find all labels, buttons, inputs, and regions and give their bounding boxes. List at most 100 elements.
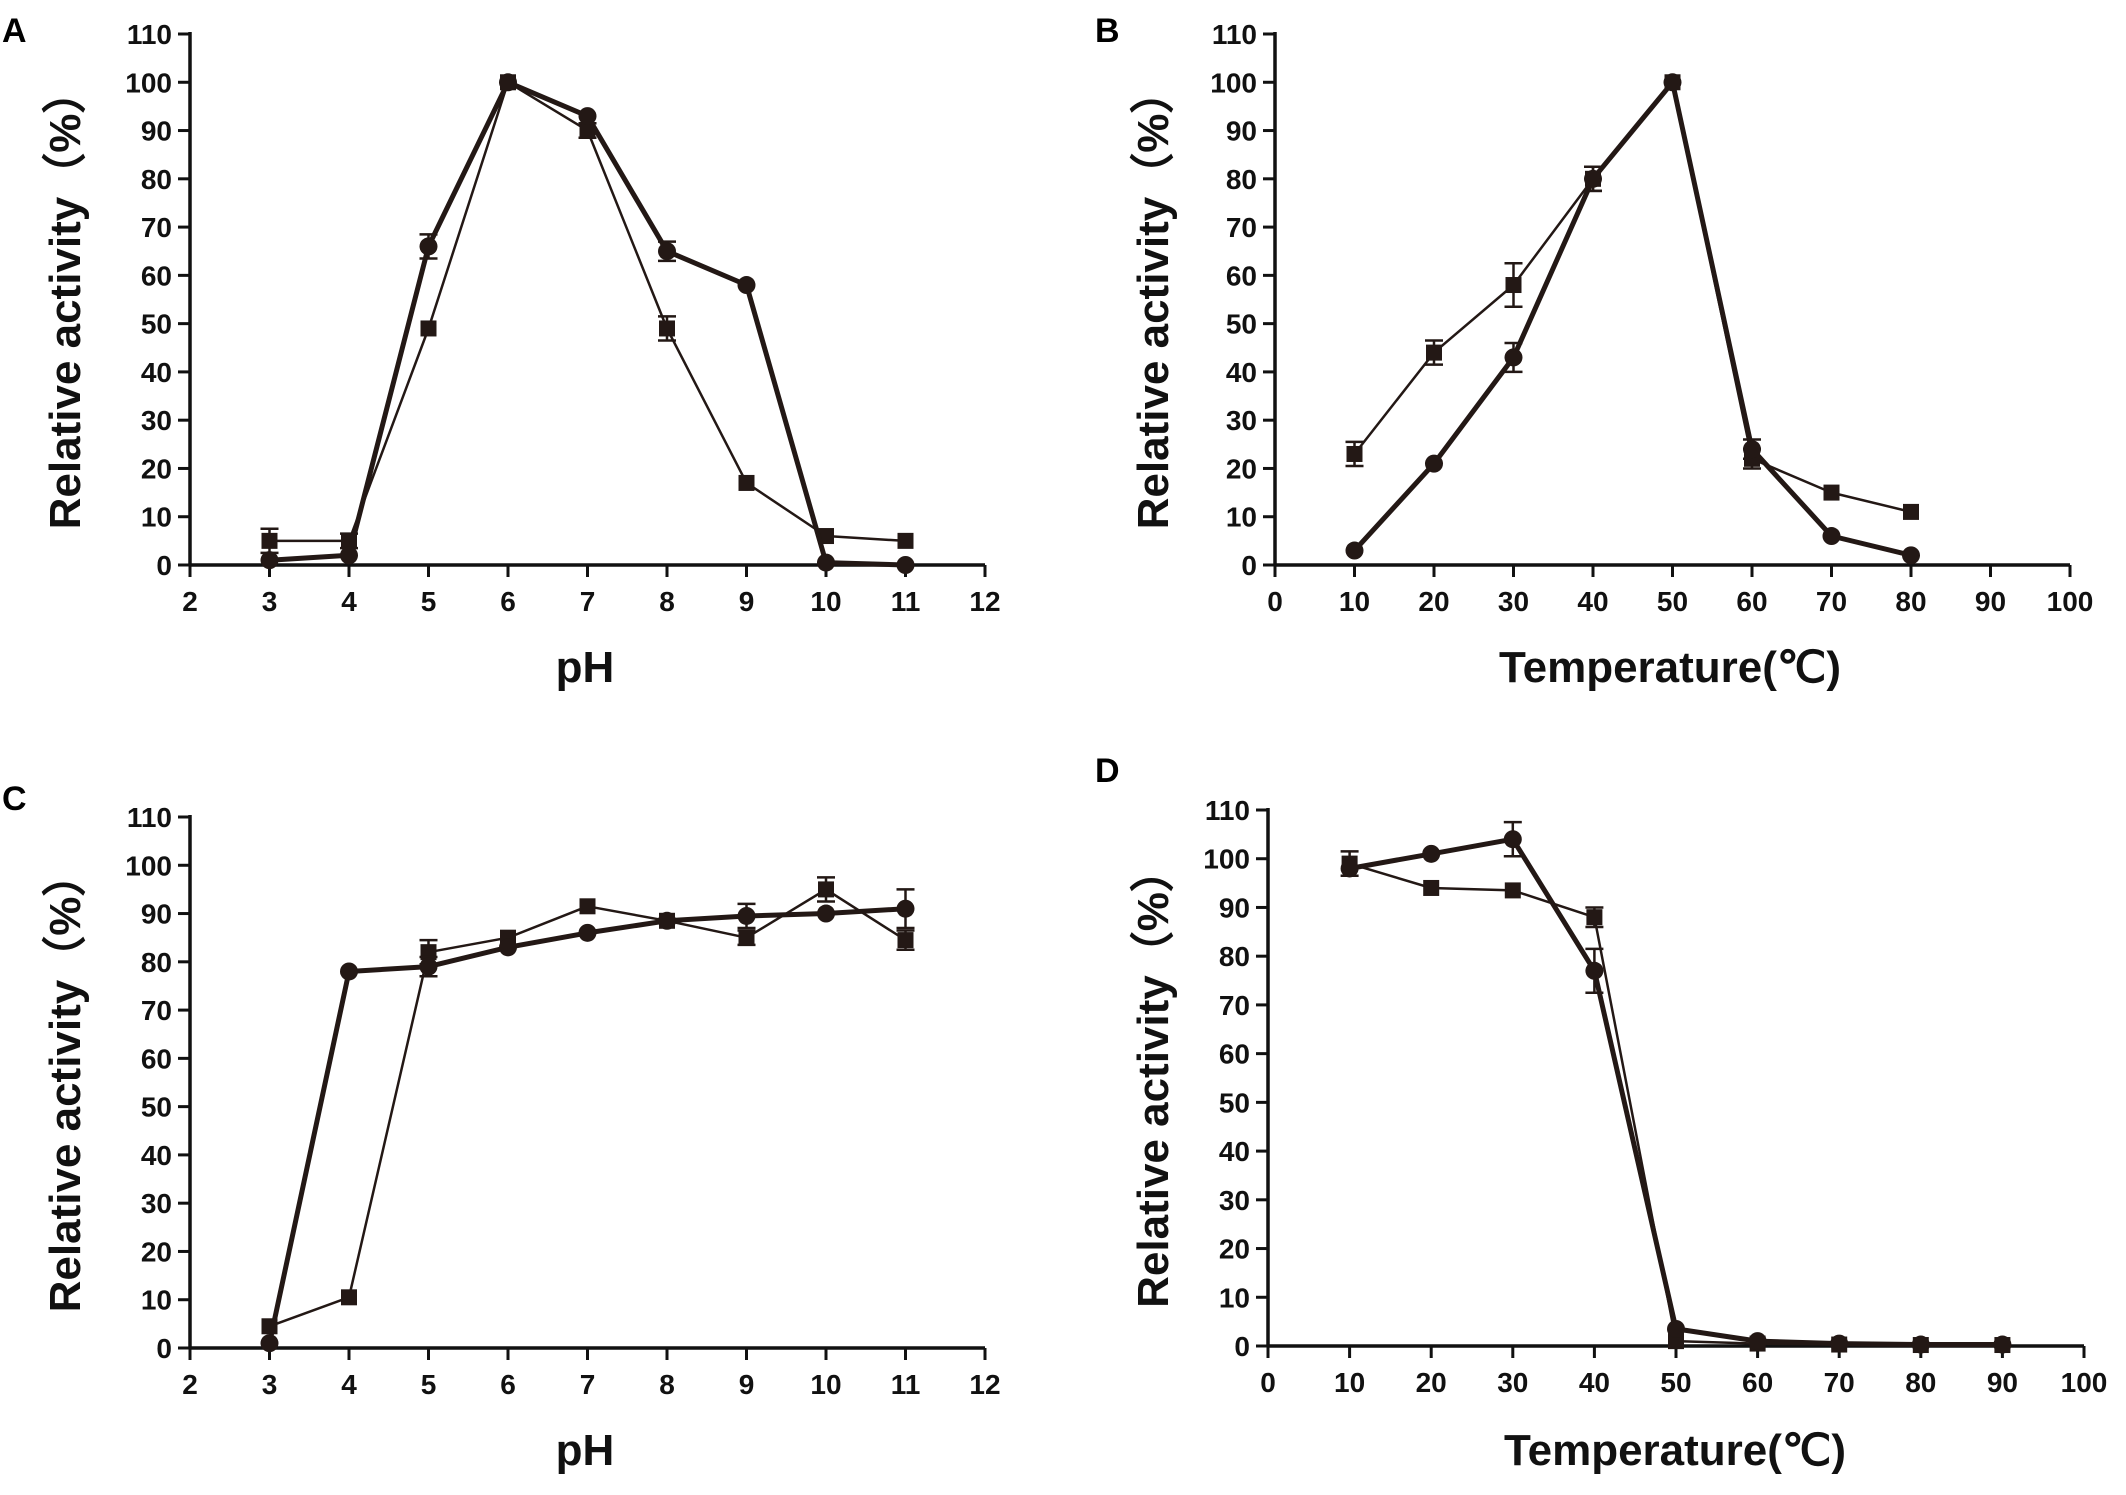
x-tick-label: 8 — [659, 586, 675, 617]
y-tick-label: 10 — [141, 502, 172, 533]
series-line-circle — [267, 906, 906, 1344]
x-axis-title: Temperature(℃) — [1499, 643, 1841, 692]
x-tick-label: 40 — [1577, 586, 1608, 617]
chart-panel-b: B 0 10 20 30 40 50 60 70 80 90 100 110 0 10 20 30 40 50 60 7… — [1095, 12, 2093, 692]
y-tick-label: 50 — [141, 309, 172, 340]
data-point-circle — [1503, 830, 1522, 849]
x-tick-label: 80 — [1905, 1367, 1936, 1398]
y-tick-label: 60 — [141, 1043, 172, 1074]
x-tick-label: 12 — [969, 586, 1000, 617]
x-tick-label: 5 — [421, 586, 437, 617]
series-line-square — [269, 81, 906, 543]
series-circle — [1345, 73, 1920, 565]
x-tick-label: 7 — [580, 1369, 596, 1400]
y-tick-label: 20 — [1219, 1234, 1250, 1265]
y-tick-label: 20 — [141, 1236, 172, 1267]
data-point-square — [1903, 503, 1919, 520]
data-point-circle — [1663, 73, 1682, 92]
y-tick-label: 40 — [141, 1140, 172, 1171]
data-point-circle — [340, 962, 358, 981]
x-tick-label: 6 — [500, 586, 516, 617]
x-tick-label: 9 — [739, 586, 755, 617]
series-line-square — [1353, 81, 1912, 514]
x-tick-label: 10 — [810, 1369, 841, 1400]
x-tick-label: 6 — [500, 1369, 516, 1400]
series-line-circle — [269, 79, 906, 568]
data-point-circle — [499, 73, 517, 92]
data-point-circle — [1425, 454, 1443, 473]
x-tick-label: 40 — [1579, 1367, 1610, 1398]
y-tick-label: 80 — [141, 947, 172, 978]
y-tick-label: 0 — [156, 550, 172, 581]
data-point-square — [1426, 344, 1442, 361]
data-point-circle — [499, 938, 517, 957]
y-axis-title: Relative activity（%） — [41, 70, 90, 530]
data-point-square — [1505, 277, 1522, 294]
series-circle — [1340, 820, 2012, 1354]
data-point-circle — [1345, 541, 1364, 560]
y-tick-label: 50 — [1219, 1087, 1250, 1118]
x-tick-label: 5 — [421, 1369, 437, 1400]
x-tick-label: 80 — [1895, 586, 1926, 617]
x-tick-label: 2 — [182, 586, 198, 617]
x-tick-label: 7 — [580, 586, 596, 617]
data-point-square — [659, 320, 675, 337]
data-point-circle — [578, 107, 597, 126]
x-tick-label: 10 — [810, 586, 841, 617]
y-tick-label: 80 — [141, 164, 172, 195]
y-tick-label: 100 — [1210, 67, 1257, 98]
x-tick-label: 20 — [1416, 1367, 1447, 1398]
data-point-square — [1423, 879, 1440, 896]
x-tick-label: 90 — [1987, 1367, 2018, 1398]
data-point-square — [1586, 909, 1603, 926]
x-tick-label: 50 — [1660, 1367, 1691, 1398]
y-tick-label: 30 — [141, 405, 172, 436]
data-point-square — [738, 929, 755, 946]
y-tick-label: 60 — [1219, 1039, 1250, 1070]
y-tick-label: 80 — [1226, 164, 1257, 195]
x-tick-label: 10 — [1339, 586, 1370, 617]
y-tick-label: 110 — [1205, 795, 1250, 826]
data-point-circle — [340, 546, 358, 565]
x-tick-label: 30 — [1497, 1367, 1528, 1398]
data-point-circle — [1911, 1335, 1930, 1354]
x-tick-label: 50 — [1657, 586, 1688, 617]
series-square — [261, 876, 915, 1335]
data-point-square — [738, 474, 755, 491]
data-point-circle — [1743, 440, 1761, 459]
data-point-circle — [260, 551, 279, 570]
y-tick-label: 10 — [1226, 502, 1257, 533]
data-point-square — [897, 932, 914, 949]
series-line-circle — [1349, 836, 2003, 1347]
x-tick-label: 2 — [182, 1369, 198, 1400]
x-tick-label: 3 — [262, 1369, 278, 1400]
data-point-circle — [1584, 169, 1602, 188]
x-tick-label: 30 — [1498, 586, 1529, 617]
x-tick-label: 0 — [1260, 1367, 1276, 1398]
data-point-circle — [260, 1334, 279, 1353]
data-point-circle — [737, 906, 756, 925]
panel-letter: A — [2, 12, 27, 50]
data-point-circle — [1830, 1334, 1849, 1353]
data-point-circle — [1902, 546, 1920, 565]
y-tick-label: 90 — [1219, 892, 1250, 923]
y-tick-label: 60 — [141, 260, 172, 291]
data-point-circle — [1822, 527, 1841, 546]
data-point-circle — [578, 923, 597, 942]
x-tick-label: 11 — [891, 586, 921, 617]
y-axis-title: Relative activity（%） — [1129, 848, 1178, 1308]
y-tick-label: 30 — [1219, 1185, 1250, 1216]
x-tick-label: 0 — [1267, 586, 1283, 617]
y-tick-label: 10 — [141, 1285, 172, 1316]
data-point-circle — [1504, 348, 1523, 367]
chart-panel-d: D 0 10 20 30 40 50 60 70 80 90 100 110 0 10 20 30 40 50 60 7… — [1095, 752, 2107, 1475]
data-point-circle — [1585, 961, 1604, 980]
series-line-circle — [1352, 79, 1912, 558]
x-tick-label: 100 — [2061, 1367, 2108, 1398]
y-tick-label: 0 — [1234, 1331, 1250, 1362]
y-tick-label: 40 — [141, 357, 172, 388]
x-tick-label: 90 — [1975, 586, 2006, 617]
x-tick-label: 9 — [739, 1369, 755, 1400]
y-tick-label: 100 — [125, 67, 172, 98]
panel-letter: B — [1095, 12, 1120, 50]
